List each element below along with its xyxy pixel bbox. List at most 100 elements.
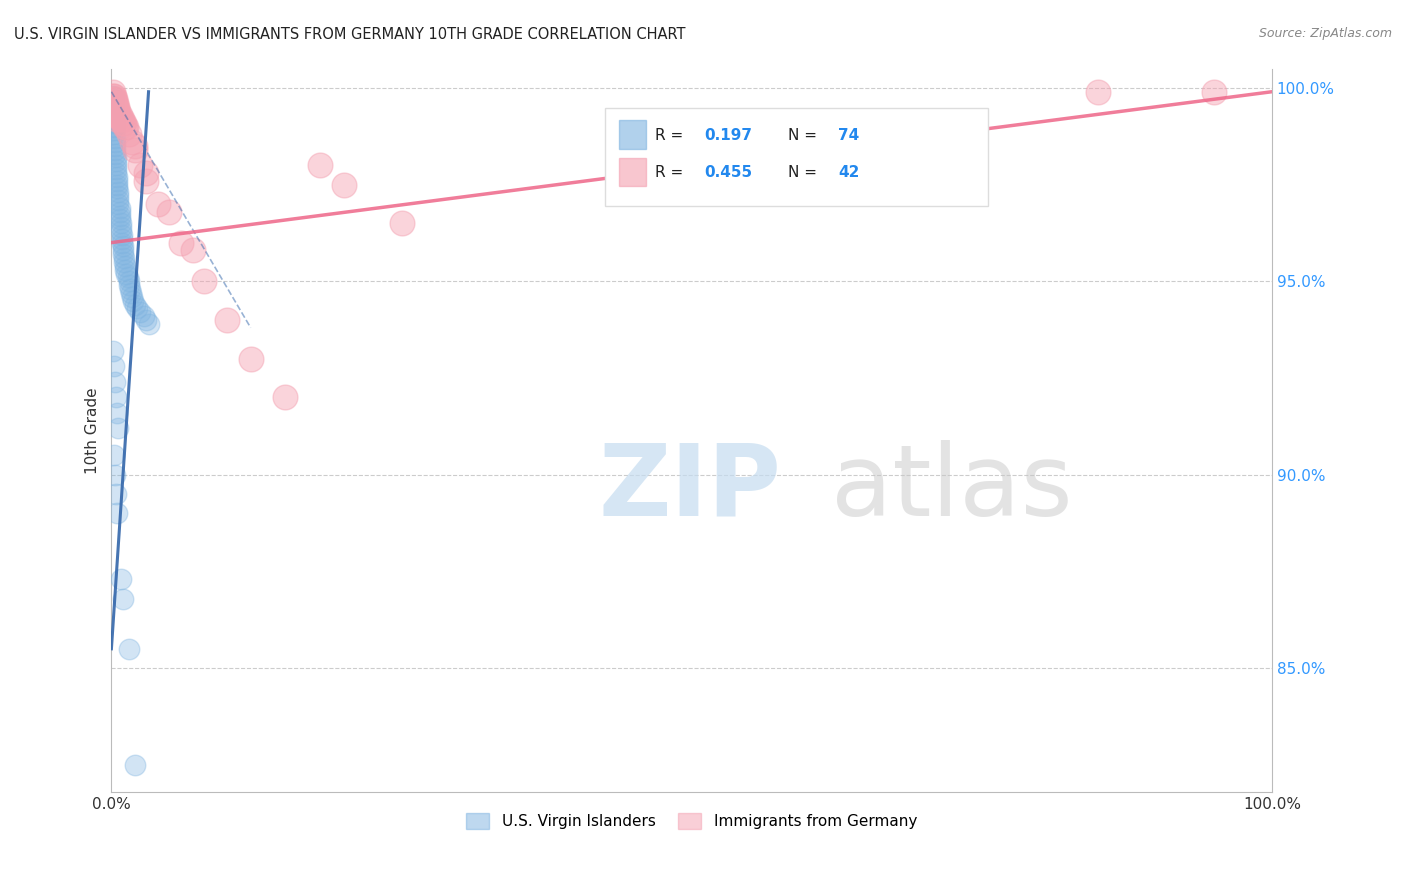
Point — [124, 757, 146, 772]
Point — [105, 174, 128, 188]
Point — [105, 487, 128, 501]
Point — [332, 178, 354, 192]
Point — [105, 112, 128, 126]
Point — [115, 120, 138, 134]
Point — [104, 135, 127, 149]
Point — [101, 93, 124, 107]
FancyBboxPatch shape — [619, 158, 647, 186]
Point — [121, 135, 143, 149]
Point — [108, 201, 131, 215]
Point — [104, 96, 127, 111]
Point — [170, 235, 193, 250]
Point — [112, 116, 135, 130]
Point — [107, 108, 129, 122]
Point — [105, 507, 128, 521]
Point — [104, 467, 127, 482]
Point — [105, 154, 128, 169]
Point — [107, 186, 129, 200]
Point — [101, 100, 124, 114]
Point — [115, 267, 138, 281]
Point — [103, 112, 125, 126]
Point — [239, 351, 262, 366]
Point — [309, 158, 332, 172]
Point — [112, 255, 135, 269]
Point — [101, 88, 124, 103]
Point — [181, 244, 204, 258]
Point — [103, 104, 125, 119]
Point — [104, 131, 127, 145]
Point — [111, 112, 134, 126]
Point — [129, 158, 152, 172]
Point — [111, 591, 134, 606]
Text: U.S. VIRGIN ISLANDER VS IMMIGRANTS FROM GERMANY 10TH GRADE CORRELATION CHART: U.S. VIRGIN ISLANDER VS IMMIGRANTS FROM … — [14, 27, 686, 42]
Point — [104, 108, 127, 122]
Text: ZIP: ZIP — [599, 440, 782, 537]
Point — [103, 359, 125, 374]
Point — [117, 270, 139, 285]
Legend: U.S. Virgin Islanders, Immigrants from Germany: U.S. Virgin Islanders, Immigrants from G… — [460, 806, 922, 835]
Point — [105, 169, 128, 184]
Point — [124, 143, 146, 157]
Point — [111, 227, 134, 242]
Point — [125, 301, 148, 316]
Point — [105, 162, 128, 177]
Point — [112, 251, 135, 265]
Text: R =: R = — [655, 165, 688, 180]
Point — [105, 390, 128, 404]
Point — [108, 108, 131, 122]
Point — [104, 146, 127, 161]
Point — [107, 197, 129, 211]
Point — [105, 96, 128, 111]
Point — [193, 274, 215, 288]
Point — [120, 285, 142, 300]
Point — [108, 209, 131, 223]
Point — [108, 204, 131, 219]
Point — [135, 166, 157, 180]
Point — [146, 197, 169, 211]
Text: N =: N = — [787, 128, 823, 143]
Point — [105, 181, 128, 195]
Point — [391, 216, 413, 230]
Text: R =: R = — [655, 128, 688, 143]
Point — [105, 100, 128, 114]
Point — [114, 262, 136, 277]
Point — [124, 139, 146, 153]
Text: 0.197: 0.197 — [704, 128, 752, 143]
Point — [110, 220, 132, 235]
Point — [124, 297, 146, 311]
Point — [105, 104, 128, 119]
Point — [118, 641, 141, 656]
Point — [103, 449, 125, 463]
Point — [101, 343, 124, 358]
Point — [105, 178, 128, 192]
Point — [118, 128, 141, 142]
Point — [111, 247, 134, 261]
Point — [135, 313, 157, 327]
Point — [118, 274, 141, 288]
Point — [1087, 85, 1109, 99]
Text: N =: N = — [787, 165, 823, 180]
Point — [114, 120, 136, 134]
Point — [101, 85, 124, 99]
Point — [103, 88, 125, 103]
Point — [118, 278, 141, 293]
Point — [104, 93, 127, 107]
Text: 74: 74 — [838, 128, 859, 143]
Point — [104, 143, 127, 157]
Point — [110, 572, 132, 586]
Point — [101, 104, 124, 119]
Point — [135, 174, 157, 188]
Point — [111, 116, 134, 130]
Point — [122, 293, 145, 308]
Point — [114, 259, 136, 273]
Point — [103, 123, 125, 137]
Point — [121, 290, 143, 304]
Point — [107, 189, 129, 203]
Point — [274, 390, 297, 404]
Point — [1202, 85, 1225, 99]
Point — [107, 104, 129, 119]
Point — [110, 216, 132, 230]
Point — [104, 375, 127, 389]
Point — [103, 120, 125, 134]
FancyBboxPatch shape — [605, 108, 987, 206]
